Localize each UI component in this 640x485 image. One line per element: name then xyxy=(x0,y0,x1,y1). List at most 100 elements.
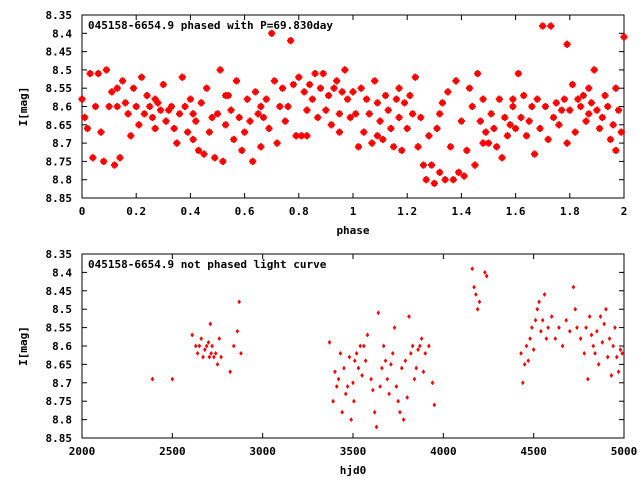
data-point xyxy=(418,343,422,349)
y-axis-label: I[mag] xyxy=(17,87,30,127)
data-point xyxy=(194,343,198,349)
data-point xyxy=(596,124,604,133)
data-point xyxy=(416,347,420,353)
data-point xyxy=(289,80,297,89)
data-point xyxy=(376,310,381,316)
data-point xyxy=(380,365,384,371)
data-point xyxy=(135,121,143,129)
data-point xyxy=(146,102,154,111)
data-point xyxy=(265,124,273,133)
data-point xyxy=(617,128,625,136)
data-point xyxy=(613,325,617,330)
data-point xyxy=(455,168,463,176)
y-tick-label: 8.6 xyxy=(52,340,72,353)
data-point xyxy=(199,336,204,342)
data-point xyxy=(100,157,108,165)
data-point xyxy=(471,161,479,169)
data-point xyxy=(528,102,536,111)
data-point xyxy=(113,84,121,92)
data-point xyxy=(212,354,216,360)
data-point xyxy=(577,102,585,111)
data-point xyxy=(215,362,220,367)
data-point xyxy=(568,328,572,334)
data-point xyxy=(113,102,121,111)
data-point xyxy=(521,380,525,386)
data-point xyxy=(512,124,520,133)
y-tick-label: 8.65 xyxy=(46,358,73,371)
data-point xyxy=(167,102,176,111)
data-point xyxy=(374,424,379,430)
data-point xyxy=(598,113,606,122)
data-point xyxy=(254,110,262,118)
data-point xyxy=(484,273,489,279)
data-point xyxy=(353,358,357,364)
data-point xyxy=(598,314,603,319)
chart-title: 045158-6654.9 not phased light curve xyxy=(88,258,327,271)
data-point xyxy=(607,336,612,342)
data-point xyxy=(365,110,373,118)
data-point xyxy=(268,29,276,37)
data-point xyxy=(433,124,441,133)
data-point xyxy=(259,113,268,122)
data-point xyxy=(333,77,341,85)
data-point xyxy=(589,332,594,338)
data-point xyxy=(231,343,236,349)
data-point xyxy=(487,110,495,118)
data-point xyxy=(189,110,197,118)
data-point xyxy=(349,417,353,422)
data-point xyxy=(170,376,175,382)
data-point xyxy=(373,99,381,107)
data-point xyxy=(403,124,411,133)
data-point xyxy=(477,299,482,305)
data-point xyxy=(352,110,360,118)
x-tick-label: 1.2 xyxy=(397,205,417,218)
data-point xyxy=(210,343,214,349)
data-point xyxy=(495,95,503,103)
data-point xyxy=(243,95,251,103)
y-tick-label: 8.5 xyxy=(52,303,72,316)
data-point xyxy=(334,384,339,389)
y-tick-label: 8.8 xyxy=(52,174,72,187)
data-point xyxy=(81,113,89,122)
data-point xyxy=(369,376,373,382)
data-point xyxy=(423,350,428,356)
data-point xyxy=(371,387,375,393)
y-tick-label: 8.7 xyxy=(52,137,72,150)
unphased-light-curve-panel: 2000 2500 3000 3500 4000 4500 5000 8.35 8.4 8.45 8… xyxy=(17,248,637,477)
data-point xyxy=(387,391,391,397)
data-point xyxy=(335,110,344,118)
data-point xyxy=(474,292,478,297)
data-point xyxy=(360,373,364,378)
data-point xyxy=(232,77,241,85)
data-point xyxy=(389,362,393,367)
data-point xyxy=(546,325,550,330)
data-point xyxy=(379,135,387,144)
data-point xyxy=(178,73,186,81)
data-point xyxy=(419,161,428,169)
data-point xyxy=(514,69,522,78)
data-point xyxy=(354,350,359,356)
data-point xyxy=(349,88,357,96)
data-point xyxy=(560,95,568,103)
data-point xyxy=(362,95,371,103)
x-tick-label: 0 xyxy=(79,205,86,218)
data-point xyxy=(154,99,162,107)
data-point xyxy=(262,95,270,103)
x-tick-label: 2500 xyxy=(159,445,186,458)
data-point xyxy=(373,132,381,140)
y-tick-label: 8.4 xyxy=(52,27,72,40)
data-point xyxy=(308,95,316,103)
data-point xyxy=(278,84,287,92)
data-point xyxy=(175,110,184,118)
data-point xyxy=(425,132,433,140)
data-point xyxy=(574,95,582,103)
data-point xyxy=(557,325,561,330)
y-tick-label: 8.75 xyxy=(46,155,73,168)
data-point xyxy=(520,91,528,100)
data-point xyxy=(503,132,512,140)
data-point xyxy=(138,73,146,81)
data-point xyxy=(338,88,346,96)
data-point xyxy=(360,128,368,136)
data-point xyxy=(211,154,219,162)
